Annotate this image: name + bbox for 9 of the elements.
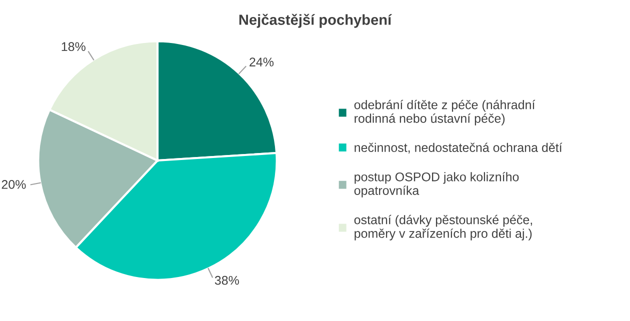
legend-label: postup OSPOD jako kolizního opatrovníka: [354, 172, 519, 198]
legend-label: ostatní (dávky pěstounské péče, poměry v zařízeních pro děti aj.): [354, 214, 532, 240]
legend-label: nečinnost, nedostatečná ochrana dětí: [354, 142, 562, 154]
data-label: 24%: [250, 58, 274, 66]
legend-label: odebrání dítěte z péče (náhradní rodinná nebo ústavní péče): [354, 100, 536, 126]
data-label: 18%: [62, 42, 86, 52]
chart-title: Nejčastější pochybení: [239, 14, 392, 28]
data-label: 38%: [214, 276, 239, 285]
data-label: 20%: [2, 180, 26, 189]
